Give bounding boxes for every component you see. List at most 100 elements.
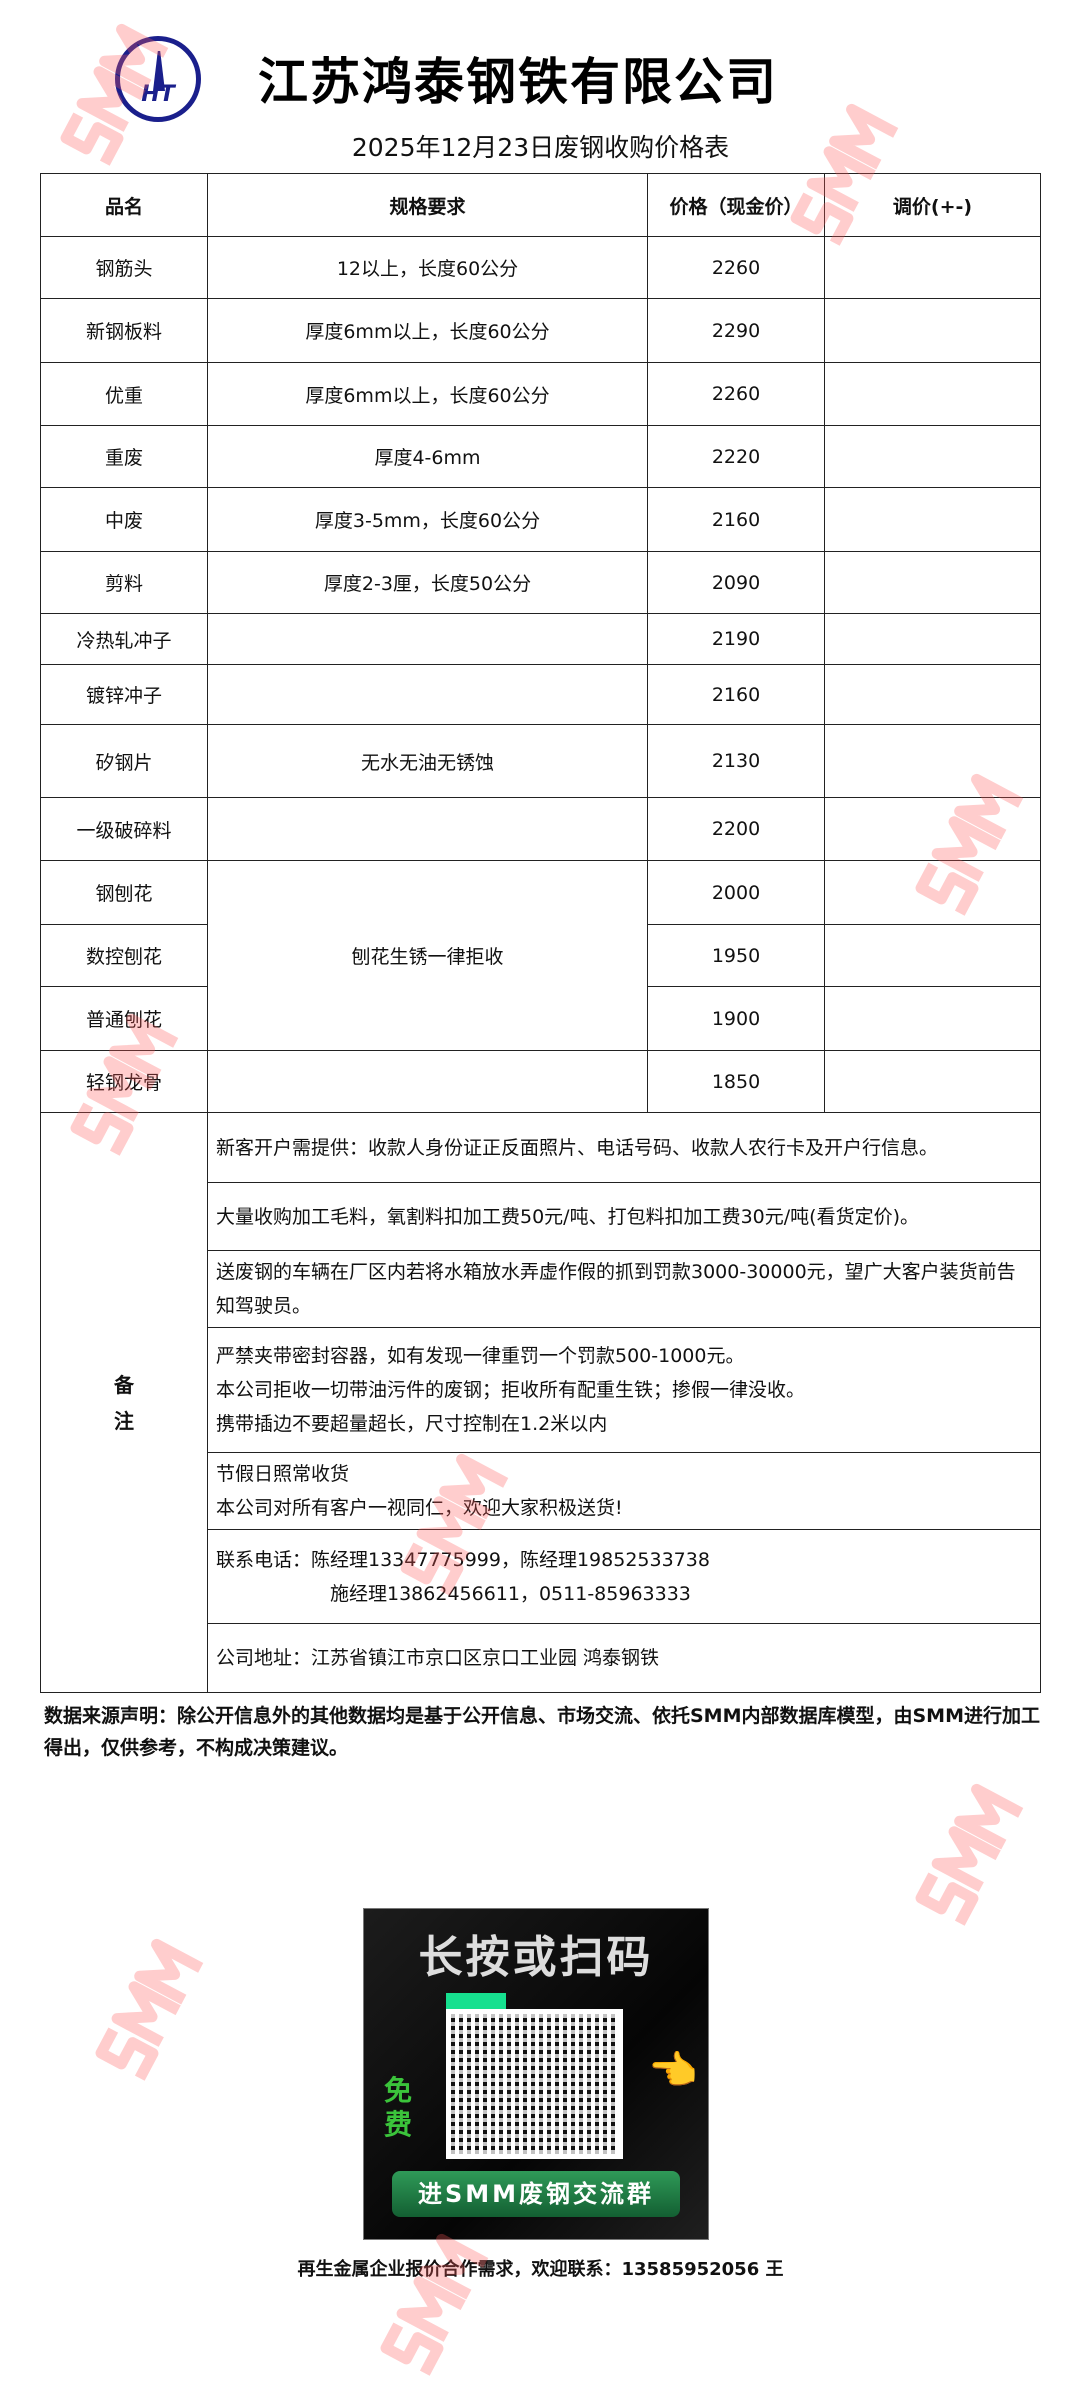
item-spec: 厚度4-6mm: [207, 425, 648, 488]
disclaimer: 数据来源声明：除公开信息外的其他数据均是基于公开信息、市场交流、依托SMM内部数…: [44, 1705, 1040, 1759]
company-logo: HT: [115, 36, 201, 122]
col-spec: 规格要求: [207, 173, 648, 237]
item-adjust: [824, 986, 1041, 1051]
item-name: 优重: [40, 362, 208, 426]
table-row: 新钢板料 厚度6mm以上，长度60公分 2290: [40, 298, 1041, 363]
remark-line: 联系电话：陈经理13347775999，陈经理19852533738: [216, 1548, 710, 1571]
item-adjust: [824, 797, 1041, 861]
table-row: 钢刨花 刨花生锈一律拒收 2000: [40, 860, 1041, 1051]
remark-line: 施经理13862456611，0511-85963333: [330, 1582, 691, 1605]
item-spec: [207, 1050, 648, 1113]
qr-card[interactable]: 长按或扫码 👈 免费 进SMM废钢交流群: [363, 1908, 709, 2240]
item-adjust: [824, 487, 1041, 552]
item-spec: [207, 797, 648, 861]
item-price: 2090: [647, 551, 825, 614]
remark-text: 大量收购加工毛料，氧割料扣加工费50元/吨、打包料扣加工费30元/吨(看货定价)…: [207, 1182, 1041, 1251]
item-adjust: [824, 236, 1041, 299]
remark-row: 严禁夹带密封容器，如有发现一律重罚一个罚款500-1000元。本公司拒收一切带油…: [41, 1327, 1041, 1453]
item-name: 新钢板料: [40, 298, 208, 363]
item-adjust: [824, 1050, 1041, 1113]
table-row: 矽钢片 无水无油无锈蚀 2130: [40, 724, 1041, 798]
item-adjust: [824, 924, 1041, 987]
item-price: 2130: [647, 724, 825, 798]
company-name: 江苏鸿泰钢铁有限公司: [258, 53, 778, 111]
remark-text: 节假日照常收货 本公司对所有客户一视同仁，欢迎大家积极送货!: [207, 1452, 1041, 1530]
remark-line: 新客开户需提供：收款人身份证正反面照片、电话号码、收款人农行卡及开户行信息。: [216, 1136, 939, 1159]
tower-icon: [153, 51, 165, 91]
item-price: 1900: [647, 986, 825, 1051]
item-adjust: [824, 551, 1041, 614]
item-spec: 厚度2-3厘，长度50公分: [207, 551, 648, 614]
item-spec: 刨花生锈一律拒收: [207, 860, 648, 1051]
table-row: 钢筋头 12以上，长度60公分 2260: [40, 236, 1041, 299]
item-name: 重废: [40, 425, 208, 488]
remark-line: 严禁夹带密封容器，如有发现一律重罚一个罚款500-1000元。: [216, 1345, 745, 1367]
remark-line: 公司地址：江苏省镇江市京口区京口工业园 鸿泰钢铁: [216, 1647, 660, 1669]
item-spec: 厚度6mm以上，长度60公分: [207, 298, 648, 363]
table-row: 普通刨花 1900: [40, 986, 1041, 1051]
qr-code[interactable]: [446, 2009, 623, 2159]
table-row: 数控刨花 1950: [40, 924, 1041, 987]
item-spec: 12以上，长度60公分: [207, 236, 648, 299]
remark-text: 联系电话：陈经理13347775999，陈经理19852533738 施经理138…: [207, 1529, 1041, 1624]
pointing-hand-icon: 👈: [648, 2048, 698, 2094]
item-name: 冷热轧冲子: [40, 613, 208, 665]
remark-line: 节假日照常收货: [216, 1463, 350, 1485]
remark-line: 大量收购加工毛料，氧割料扣加工费50元/吨、打包料扣加工费30元/吨(看货定价)…: [216, 1205, 919, 1228]
item-name: 普通刨花: [40, 986, 208, 1051]
price-table: 品名 规格要求 价格（现金价） 调价(+-) 钢筋头 12以上，长度60公分 226…: [40, 173, 1041, 1693]
item-name: 数控刨花: [40, 924, 208, 987]
table-row: 重废 厚度4-6mm 2220: [40, 425, 1041, 488]
remark-line: 携带插边不要超量超长，尺寸控制在1.2米以内: [216, 1413, 608, 1435]
item-name: 轻钢龙骨: [40, 1050, 208, 1113]
item-spec: [207, 664, 648, 725]
remark-row: 备 注新客开户需提供：收款人身份证正反面照片、电话号码、收款人农行卡及开户行信息…: [40, 1112, 1041, 1693]
remark-text: 公司地址：江苏省镇江市京口区京口工业园 鸿泰钢铁: [207, 1623, 1041, 1693]
table-row: 优重 厚度6mm以上，长度60公分 2260: [40, 362, 1041, 426]
free-badge: 免费: [384, 2074, 413, 2141]
item-name: 剪料: [40, 551, 208, 614]
item-adjust: [824, 860, 1041, 925]
smm-watermark: [904, 1772, 1036, 1937]
item-price: 2260: [647, 362, 825, 426]
item-name: 一级破碎料: [40, 797, 208, 861]
item-adjust: [824, 613, 1041, 665]
remark-row: 送废钢的车辆在厂区内若将水箱放水弄虚作假的抓到罚款3000-30000元，望广大…: [41, 1250, 1041, 1328]
page-title: 2025年12月23日废钢收购价格表: [351, 133, 730, 162]
item-name: 镀锌冲子: [40, 664, 208, 725]
item-spec: 无水无油无锈蚀: [207, 724, 648, 798]
item-price: 2220: [647, 425, 825, 488]
item-spec: 厚度3-5mm，长度60公分: [207, 487, 648, 552]
item-name: 中废: [40, 487, 208, 552]
item-spec: 厚度6mm以上，长度60公分: [207, 362, 648, 426]
remark-text: 严禁夹带密封容器，如有发现一律重罚一个罚款500-1000元。本公司拒收一切带油…: [207, 1327, 1041, 1453]
item-price: 2000: [647, 860, 825, 925]
item-adjust: [824, 425, 1041, 488]
item-name: 钢刨花: [40, 860, 208, 925]
col-price: 价格（现金价）: [647, 173, 825, 237]
table-header: 品名 规格要求 价格（现金价） 调价(+-): [40, 173, 1041, 237]
item-adjust: [824, 724, 1041, 798]
item-adjust: [824, 664, 1041, 725]
table-row: 一级破碎料 2200: [40, 797, 1041, 861]
item-adjust: [824, 298, 1041, 363]
contact-footer: 再生金属企业报价合作需求，欢迎联系：13585952056 王: [297, 2259, 784, 2280]
remark-row: 公司地址：江苏省镇江市京口区京口工业园 鸿泰钢铁: [41, 1623, 1041, 1693]
table-row: 镀锌冲子 2160: [40, 664, 1041, 725]
item-adjust: [824, 362, 1041, 426]
remark-line: 本公司拒收一切带油污件的废钢；拒收所有配重生铁；掺假一律没收。: [216, 1379, 806, 1401]
item-price: 2160: [647, 487, 825, 552]
remarks-label: 备 注: [40, 1112, 208, 1693]
qr-tab: [446, 1993, 506, 2009]
table-row: 轻钢龙骨 1850: [40, 1050, 1041, 1113]
item-name: 钢筋头: [40, 236, 208, 299]
col-name: 品名: [40, 173, 208, 237]
item-price: 2260: [647, 236, 825, 299]
remark-row: 节假日照常收货 本公司对所有客户一视同仁，欢迎大家积极送货!: [41, 1452, 1041, 1530]
item-price: 2160: [647, 664, 825, 725]
item-price: 2290: [647, 298, 825, 363]
table-row: 剪料 厚度2-3厘，长度50公分 2090: [40, 551, 1041, 614]
table-row: 冷热轧冲子 2190: [40, 613, 1041, 665]
remark-line: 送废钢的车辆在厂区内若将水箱放水弄虚作假的抓到罚款3000-30000元，望广大…: [216, 1261, 1016, 1317]
join-group-button[interactable]: 进SMM废钢交流群: [392, 2171, 680, 2217]
